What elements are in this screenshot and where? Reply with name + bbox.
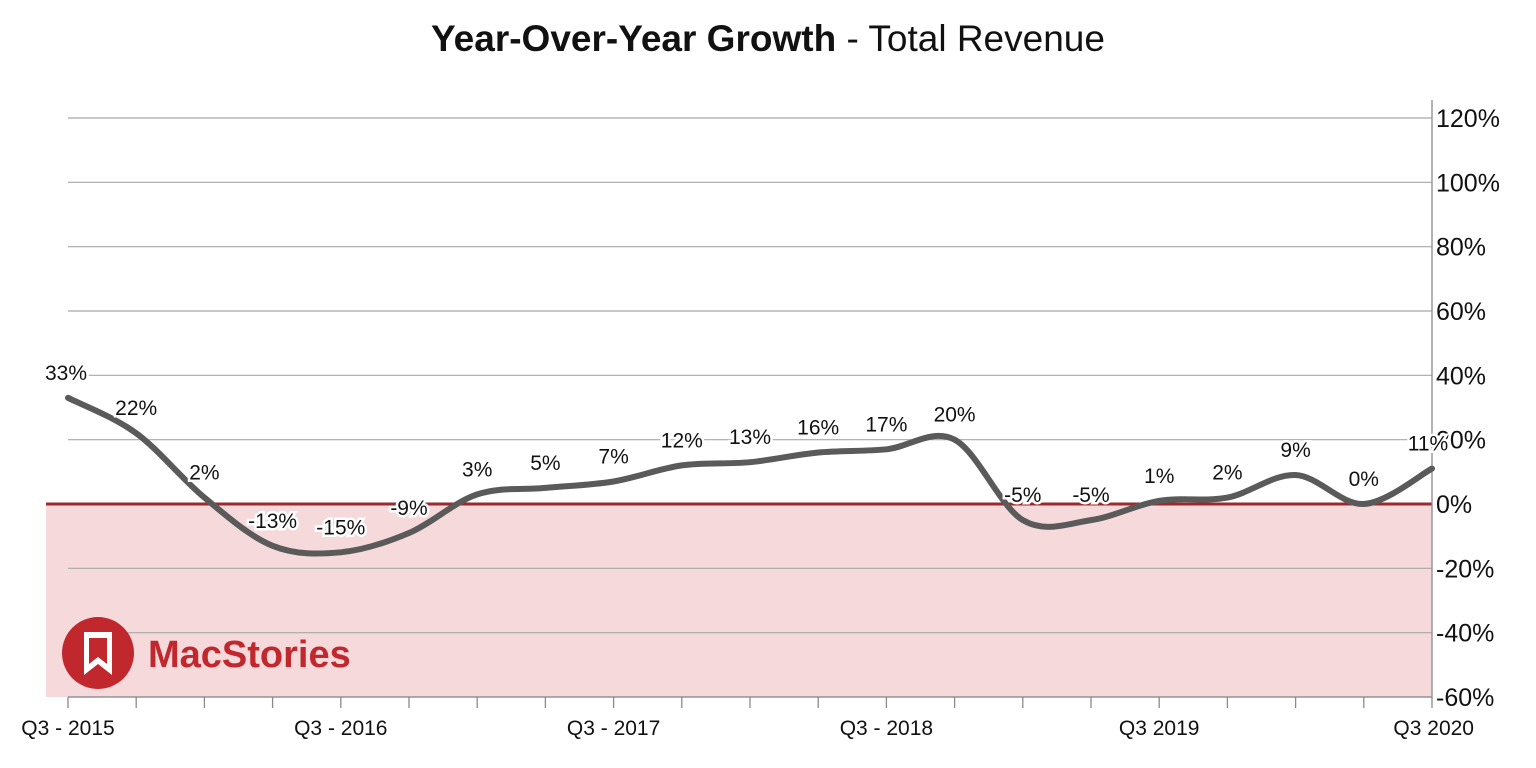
data-point bbox=[1363, 503, 1365, 505]
data-point bbox=[544, 487, 546, 489]
negative-region bbox=[46, 504, 1432, 697]
series-line-layer bbox=[65, 394, 1435, 557]
data-labels: 33% 22% 2% -13% -15% -9% 3% 5% 7% 12% 13% 16% 17% 20%… bbox=[42, 359, 1450, 541]
axes: -60% -40% -20% 0% 20% 40% 60% 80% 100% 120% Q3 - 2… bbox=[21, 100, 1500, 740]
x-tick-label: Q3 2019 bbox=[1119, 717, 1200, 740]
y-tick-label: 0% bbox=[1436, 491, 1472, 519]
data-point bbox=[749, 461, 751, 463]
y-tick-label: 100% bbox=[1436, 169, 1500, 197]
data-label: -5% bbox=[1072, 484, 1109, 507]
data-label: -9% bbox=[390, 497, 427, 520]
data-point bbox=[1090, 519, 1092, 521]
data-label: 2% bbox=[189, 462, 219, 485]
y-tick-label: 40% bbox=[1436, 362, 1486, 390]
data-label: 16% bbox=[797, 417, 839, 440]
chart-title-main: Year-Over-Year Growth bbox=[431, 18, 837, 59]
data-point bbox=[476, 493, 478, 495]
data-label: 7% bbox=[598, 445, 628, 468]
y-tick-label: 20% bbox=[1436, 427, 1486, 455]
y-tick-label: -60% bbox=[1436, 684, 1494, 712]
data-point bbox=[408, 532, 410, 534]
negative-region-layer bbox=[46, 504, 1432, 697]
data-label: -15% bbox=[316, 516, 365, 539]
watermark-text: MacStories bbox=[148, 634, 351, 676]
data-label: 1% bbox=[1144, 465, 1174, 488]
data-point bbox=[1295, 474, 1297, 476]
data-point bbox=[340, 551, 342, 553]
data-label: 0% bbox=[1349, 468, 1379, 491]
data-point bbox=[885, 448, 887, 450]
x-tick-label: Q3 - 2015 bbox=[21, 717, 114, 740]
y-tick-label: 120% bbox=[1436, 105, 1500, 133]
chart-subtitle: Total Revenue bbox=[868, 18, 1105, 59]
data-label: 12% bbox=[661, 429, 703, 452]
data-label: 33% bbox=[45, 362, 87, 385]
data-label: 20% bbox=[934, 404, 976, 427]
data-label: 3% bbox=[462, 458, 492, 481]
x-tick-label: Q3 2020 bbox=[1393, 717, 1474, 740]
data-label: -5% bbox=[1004, 484, 1041, 507]
data-point bbox=[203, 497, 205, 499]
x-tick-label: Q3 - 2016 bbox=[294, 717, 387, 740]
data-point bbox=[1022, 519, 1024, 521]
data-point bbox=[135, 432, 137, 434]
y-tick-label: -20% bbox=[1436, 555, 1494, 583]
data-point bbox=[817, 452, 819, 454]
data-label: 11% bbox=[1408, 433, 1448, 456]
y-tick-label: 60% bbox=[1436, 298, 1486, 326]
macstories-logo: MacStories bbox=[62, 617, 351, 689]
y-tick-label: -40% bbox=[1436, 620, 1494, 648]
data-point bbox=[67, 397, 69, 399]
data-point bbox=[954, 439, 956, 441]
x-tick-label: Q3 - 2018 bbox=[840, 717, 933, 740]
x-tick-label: Q3 - 2017 bbox=[567, 717, 660, 740]
y-tick-label: 80% bbox=[1436, 234, 1486, 262]
data-label: 17% bbox=[865, 413, 907, 436]
data-label: 22% bbox=[115, 397, 157, 420]
data-point bbox=[1431, 468, 1433, 470]
data-label: 9% bbox=[1280, 439, 1310, 462]
data-label: 2% bbox=[1212, 462, 1242, 485]
chart-title-separator: - bbox=[846, 18, 859, 59]
data-point bbox=[1158, 500, 1160, 502]
data-label: 13% bbox=[729, 426, 771, 449]
data-label: -13% bbox=[248, 510, 297, 533]
data-point bbox=[272, 545, 274, 547]
data-point bbox=[613, 480, 615, 482]
data-label: 5% bbox=[530, 452, 560, 475]
data-point bbox=[681, 464, 683, 466]
data-point bbox=[1226, 497, 1228, 499]
chart-title: Year-Over-Year Growth - Total Revenue bbox=[0, 18, 1536, 60]
